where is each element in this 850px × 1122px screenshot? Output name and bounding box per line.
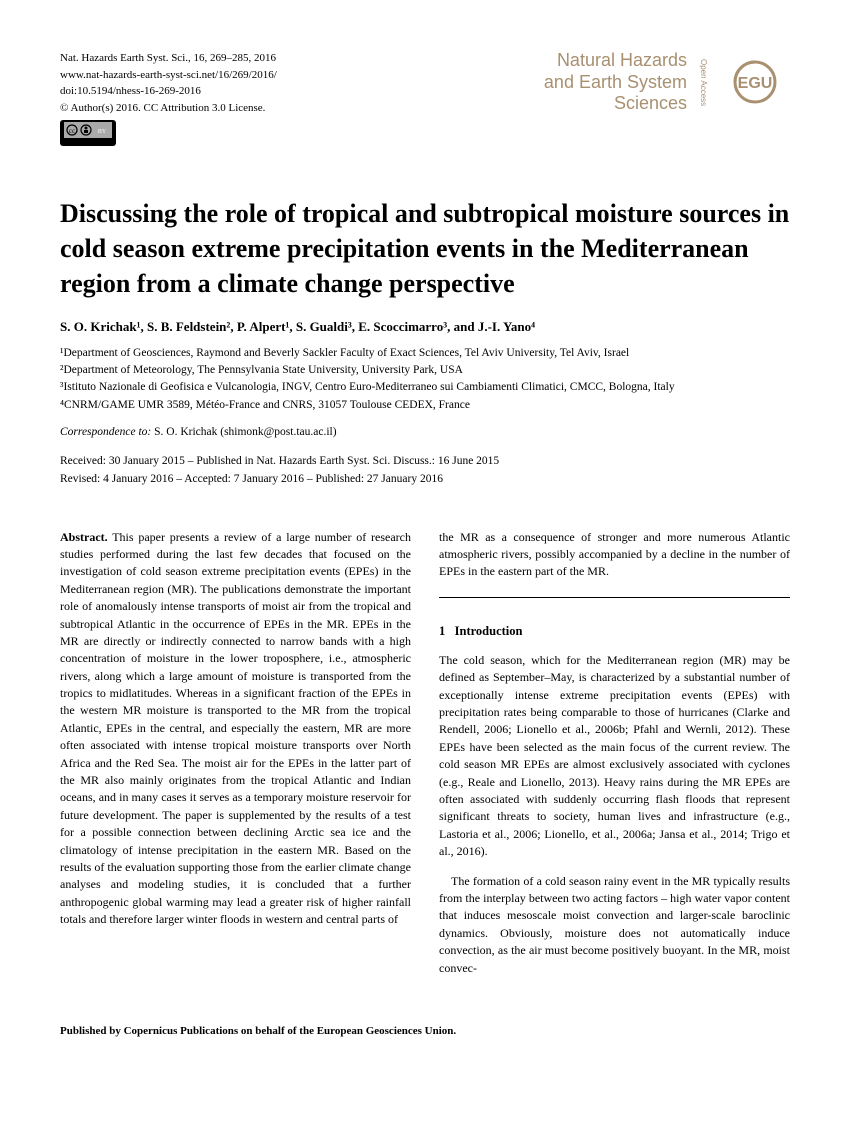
section-heading: 1 Introduction	[439, 622, 790, 640]
section-title: Introduction	[455, 624, 523, 638]
affiliation-1: ¹Department of Geosciences, Raymond and …	[60, 345, 790, 362]
page-header: Nat. Hazards Earth Syst. Sci., 16, 269–2…	[60, 50, 790, 146]
column-right: the MR as a consequence of stronger and …	[439, 517, 790, 989]
svg-text:BY: BY	[98, 129, 107, 135]
affiliation-2: ²Department of Meteorology, The Pennsylv…	[60, 362, 790, 379]
dates-line-1: Received: 30 January 2015 – Published in…	[60, 452, 790, 470]
affiliations: ¹Department of Geosciences, Raymond and …	[60, 345, 790, 414]
citation-block: Nat. Hazards Earth Syst. Sci., 16, 269–2…	[60, 50, 277, 146]
article-url: www.nat-hazards-earth-syst-sci.net/16/26…	[60, 67, 277, 84]
egu-logo-icon: EGU	[720, 57, 790, 107]
correspondence-email: S. O. Krichak (shimonk@post.tau.ac.il)	[151, 426, 336, 438]
author-list: S. O. Krichak¹, S. B. Feldstein², P. Alp…	[60, 319, 790, 335]
doi: doi:10.5194/nhess-16-269-2016	[60, 83, 277, 100]
section-number: 1	[439, 624, 445, 638]
article-title: Discussing the role of tropical and subt…	[60, 196, 790, 301]
page-footer: Published by Copernicus Publications on …	[60, 1025, 790, 1037]
affiliation-3: ³Istituto Nazionale di Geofisica e Vulca…	[60, 379, 790, 396]
journal-name: Natural Hazards and Earth System Science…	[544, 50, 687, 115]
abstract-paragraph: Abstract. This paper presents a review o…	[60, 529, 411, 929]
abstract-text: This paper presents a review of a large …	[60, 530, 411, 927]
journal-branding: Natural Hazards and Earth System Science…	[544, 50, 790, 115]
svg-text:EGU: EGU	[738, 75, 773, 92]
svg-text:cc: cc	[69, 127, 75, 135]
intro-paragraph-1: The cold season, which for the Mediterra…	[439, 652, 790, 861]
publication-dates: Received: 30 January 2015 – Published in…	[60, 452, 790, 489]
correspondence: Correspondence to: S. O. Krichak (shimon…	[60, 426, 790, 438]
dates-line-2: Revised: 4 January 2016 – Accepted: 7 Ja…	[60, 470, 790, 488]
section-divider	[439, 597, 790, 598]
abstract-label: Abstract.	[60, 530, 108, 544]
intro-paragraph-2: The formation of a cold season rainy eve…	[439, 873, 790, 977]
copyright: © Author(s) 2016. CC Attribution 3.0 Lic…	[60, 100, 277, 117]
correspondence-label: Correspondence to:	[60, 426, 151, 438]
body-columns: Abstract. This paper presents a review o…	[60, 517, 790, 989]
open-access-label: Open Access	[699, 59, 708, 106]
affiliation-4: ⁴CNRM/GAME UMR 3589, Météo-France and CN…	[60, 397, 790, 414]
abstract-continuation: the MR as a consequence of stronger and …	[439, 529, 790, 581]
cc-license-icon: cc BY	[60, 120, 116, 146]
column-left: Abstract. This paper presents a review o…	[60, 517, 411, 989]
journal-ref: Nat. Hazards Earth Syst. Sci., 16, 269–2…	[60, 50, 277, 67]
